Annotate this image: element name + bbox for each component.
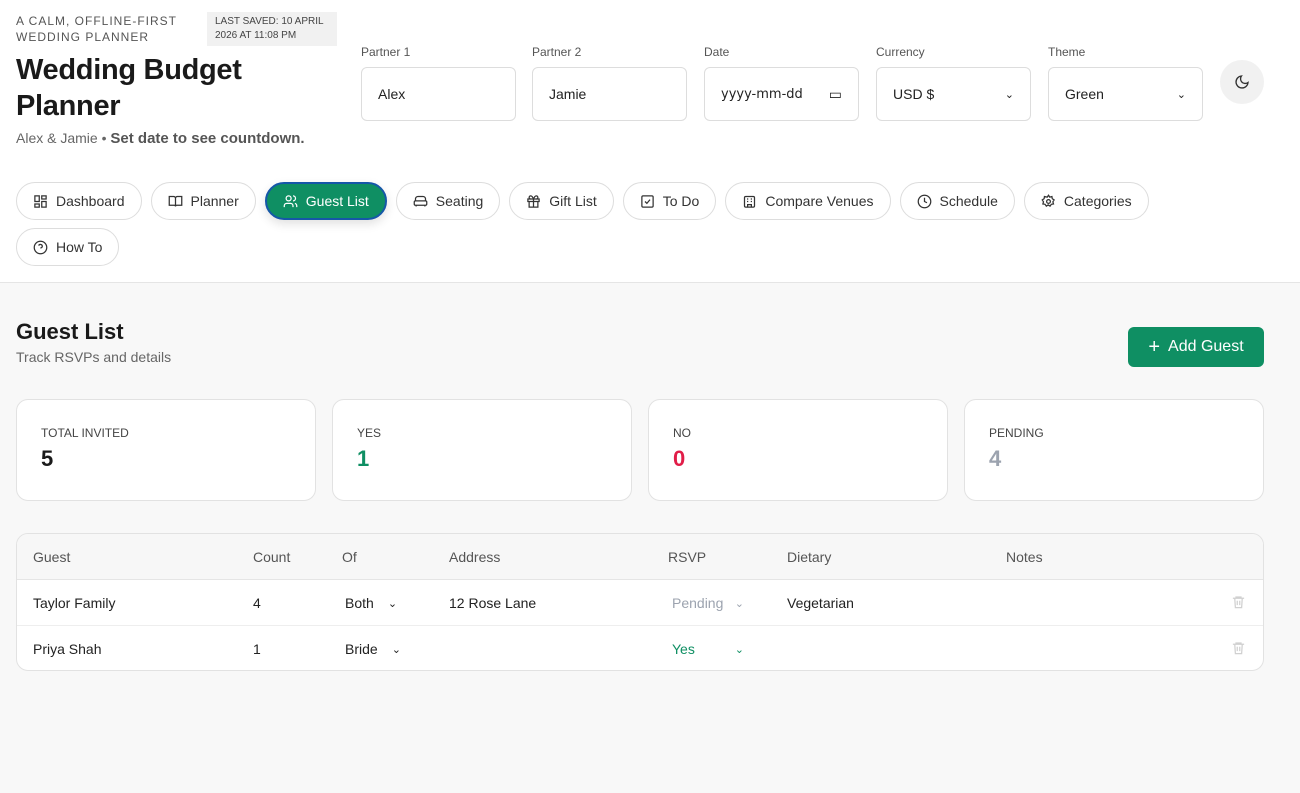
col-address: Address — [449, 549, 501, 565]
chevron-down-icon: ⌄ — [734, 597, 744, 610]
currency-label: Currency — [876, 45, 925, 59]
theme-select[interactable]: Green ⌄ — [1048, 67, 1203, 121]
stat-no: NO 0 — [648, 399, 948, 501]
app-header: A CALM, OFFLINE-FIRST WEDDING PLANNER LA… — [0, 0, 1300, 283]
tab-how-to[interactable]: How To — [16, 228, 120, 266]
tab-compare-venues[interactable]: Compare Venues — [725, 182, 891, 220]
tab-to-do[interactable]: To Do — [622, 182, 717, 220]
side-select[interactable]: Bride ⌄ — [345, 641, 401, 657]
building-icon — [744, 195, 756, 208]
trash-icon[interactable] — [1231, 640, 1246, 656]
guest-name[interactable]: Priya Shah — [33, 641, 102, 657]
trash-icon[interactable] — [1231, 594, 1246, 610]
clock-icon — [917, 194, 931, 208]
help-icon — [33, 240, 48, 254]
tab-categories[interactable]: Categories — [1023, 182, 1149, 220]
chevron-down-icon: ⌄ — [1176, 88, 1186, 101]
stat-yes: YES 1 — [332, 399, 632, 501]
add-guest-button[interactable]: + Add Guest — [1128, 327, 1264, 367]
calendar-icon[interactable]: ▭ — [828, 85, 842, 102]
couple-names: Alex & Jamie — [16, 130, 98, 146]
page-title: Guest List — [16, 319, 124, 344]
dark-mode-toggle[interactable] — [1220, 60, 1264, 104]
theme-label: Theme — [1048, 45, 1086, 59]
chevron-down-icon: ⌄ — [1004, 88, 1014, 101]
bullet: • — [101, 130, 107, 146]
col-count: Count — [253, 549, 291, 565]
tab-planner[interactable]: Planner — [150, 182, 256, 220]
partner1-input[interactable]: Alex — [361, 67, 516, 121]
page-subtitle: Track RSVPs and details — [16, 349, 172, 365]
app-title: Wedding Budget Planner — [16, 54, 242, 122]
tab-label: Compare Venues — [765, 193, 874, 209]
main-nav: Dashboard Planner Guest List Seating Gift Li… — [16, 182, 1216, 266]
partner2-label: Partner 2 — [532, 45, 582, 59]
table-header: Guest Count Of Address RSVP Dietary Note… — [17, 534, 1263, 580]
chevron-down-icon: ⌄ — [734, 643, 744, 656]
last-saved-badge: LAST SAVED: 10 APRIL 2026 AT 11:08 PM — [207, 12, 337, 46]
guest-count[interactable]: 4 — [253, 595, 261, 611]
tab-gift-list[interactable]: Gift List — [509, 182, 614, 220]
stat-total: TOTAL INVITED 5 — [16, 399, 316, 501]
tab-label: To Do — [662, 193, 700, 209]
tab-seating[interactable]: Seating — [395, 182, 501, 220]
sofa-icon — [413, 195, 428, 206]
plus-icon: + — [1148, 335, 1161, 358]
col-guest: Guest — [33, 549, 71, 565]
stat-pending: PENDING 4 — [964, 399, 1264, 501]
col-rsvp: RSVP — [668, 549, 707, 565]
guest-dietary[interactable]: Vegetarian — [787, 595, 854, 611]
guest-address[interactable]: 12 Rose Lane — [449, 595, 537, 611]
guest-name[interactable]: Taylor Family — [33, 595, 116, 611]
subtitle: Alex & Jamie • Set date to see countdown… — [16, 130, 305, 147]
col-of: Of — [342, 549, 357, 565]
table-row: Taylor Family 4 Both ⌄ 12 Rose Lane Pendi… — [17, 580, 1263, 626]
gear-icon — [1041, 193, 1055, 207]
partner1-label: Partner 1 — [361, 45, 411, 59]
tab-label: Categories — [1063, 193, 1132, 209]
gift-icon — [527, 194, 541, 208]
tab-label: Seating — [435, 193, 484, 209]
tab-label: Dashboard — [56, 193, 125, 209]
tagline: A CALM, OFFLINE-FIRST WEDDING PLANNER — [16, 14, 177, 44]
users-icon — [283, 194, 298, 207]
countdown-text: Set date to see countdown. — [110, 130, 305, 147]
col-dietary: Dietary — [787, 549, 832, 565]
guest-count[interactable]: 1 — [253, 641, 261, 657]
tab-label: How To — [56, 239, 103, 255]
tab-schedule[interactable]: Schedule — [899, 182, 1015, 220]
side-select[interactable]: Both ⌄ — [345, 595, 398, 611]
rsvp-select[interactable]: Pending ⌄ — [672, 595, 744, 611]
partner2-input[interactable]: Jamie — [532, 67, 687, 121]
chevron-down-icon: ⌄ — [387, 597, 398, 610]
tab-label: Gift List — [549, 193, 597, 209]
col-notes: Notes — [1006, 549, 1043, 565]
book-icon — [168, 195, 182, 207]
date-field: Date yyyy-mm-dd ▭ — [704, 45, 859, 121]
moon-icon — [1235, 75, 1249, 89]
chevron-down-icon: ⌄ — [391, 643, 401, 656]
rsvp-select[interactable]: Yes ⌄ — [672, 641, 744, 657]
tab-label: Schedule — [939, 193, 998, 209]
currency-select[interactable]: USD $ ⌄ — [876, 67, 1031, 121]
tab-dashboard[interactable]: Dashboard — [16, 182, 142, 220]
theme-field: Theme Green ⌄ — [1048, 45, 1203, 121]
checkbox-icon — [641, 194, 654, 208]
guest-table: Guest Count Of Address RSVP Dietary Note… — [16, 533, 1264, 671]
table-row: Priya Shah 1 Bride ⌄ Yes ⌄ — [17, 626, 1263, 670]
partner2-field: Partner 2 Jamie — [532, 45, 687, 121]
dashboard-icon — [34, 194, 47, 208]
tab-guest-list[interactable]: Guest List — [264, 182, 387, 220]
tab-label: Planner — [190, 193, 239, 209]
partner1-field: Partner 1 Alex — [361, 45, 516, 121]
date-input[interactable]: yyyy-mm-dd ▭ — [704, 67, 859, 121]
tab-label: Guest List — [305, 193, 369, 209]
currency-field: Currency USD $ ⌄ — [876, 45, 1031, 121]
date-label: Date — [704, 45, 730, 59]
